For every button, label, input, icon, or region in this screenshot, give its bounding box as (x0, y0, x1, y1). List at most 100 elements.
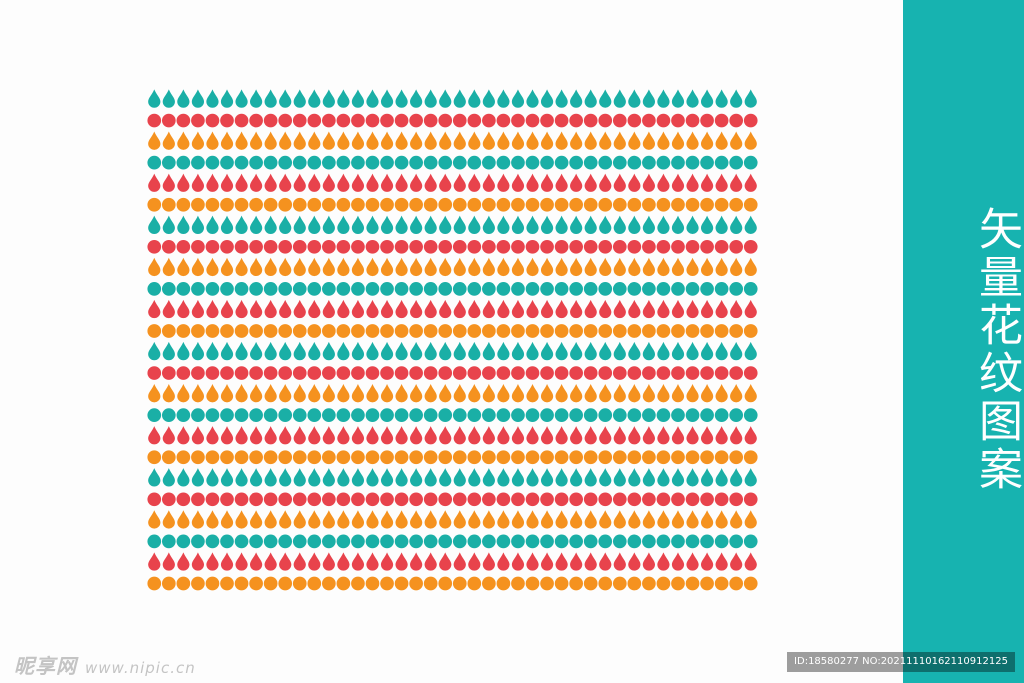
circle-motif (263, 492, 278, 507)
drop-motif (628, 552, 641, 571)
drop-motif (308, 552, 321, 571)
circle-motif (540, 324, 554, 338)
circle-motif (336, 113, 351, 128)
circle-motif (743, 197, 758, 212)
circle-motif (278, 366, 293, 380)
circle-motif (642, 576, 656, 591)
circle-motif (482, 450, 496, 465)
circle-motif (336, 282, 351, 296)
drop-motif (570, 468, 583, 487)
circle-motif (409, 239, 423, 254)
circle-motif (642, 324, 656, 338)
circle-motif (147, 155, 162, 170)
drop-motif (279, 257, 292, 277)
circle-motif (161, 113, 176, 128)
drop-motif (497, 341, 510, 361)
circle-motif (656, 197, 671, 212)
drop-motif (686, 510, 699, 529)
drop-motif (584, 89, 597, 108)
circle-motif (365, 197, 380, 212)
circle-motif (220, 534, 234, 549)
circle-motif (438, 450, 453, 465)
circle-motif (278, 534, 293, 549)
drop-motif (497, 384, 510, 403)
circle-motif (583, 155, 598, 170)
drop-motif (322, 173, 335, 192)
drop-motif (599, 257, 612, 277)
drop-motif (570, 215, 583, 234)
circle-motif (394, 324, 409, 338)
drop-motif (206, 299, 219, 319)
drop-motif (730, 510, 743, 529)
circle-motif (642, 113, 656, 128)
circle-motif (234, 576, 249, 591)
drop-motif (293, 510, 306, 529)
circle-motif (263, 324, 278, 338)
drop-motif (744, 552, 757, 571)
drop-motif (308, 384, 321, 403)
drop-motif (453, 131, 466, 150)
circle-motif (642, 408, 656, 422)
circle-motif (423, 197, 438, 212)
drop-motif (642, 468, 656, 487)
drop-motif (584, 341, 597, 361)
drop-motif (700, 131, 714, 150)
drop-motif (308, 173, 321, 192)
circle-motif (307, 324, 322, 338)
circle-motif (540, 239, 554, 254)
circle-motif (161, 324, 176, 338)
drop-motif (264, 341, 277, 361)
circle-motif (583, 366, 598, 380)
circle-motif (729, 282, 744, 296)
circle-motif (496, 450, 511, 465)
circle-motif (511, 450, 525, 465)
circle-motif (569, 576, 583, 591)
drop-motif (526, 341, 539, 361)
circle-motif (176, 450, 191, 465)
drop-motif (555, 552, 568, 571)
drop-motif (686, 341, 699, 361)
drop-motif (439, 341, 452, 361)
circle-motif (554, 492, 569, 507)
circle-motif (263, 113, 278, 128)
drop-motif (570, 89, 583, 108)
circle-motif (583, 534, 598, 549)
drop-motif (570, 341, 583, 361)
circle-motif (307, 534, 322, 549)
circle-motif (452, 282, 467, 296)
drop-motif (657, 173, 670, 192)
circle-motif (525, 366, 540, 380)
drop-motif (162, 215, 175, 234)
drop-motif (453, 341, 466, 361)
circle-motif (671, 408, 685, 422)
circle-motif (671, 282, 685, 296)
drop-motif (293, 131, 306, 150)
circle-motif (438, 492, 453, 507)
circle-motif (700, 155, 714, 170)
circle-motif (234, 534, 249, 549)
circle-motif (671, 113, 685, 128)
watermark-brand: 昵享网 www.nipic.cn (14, 650, 196, 679)
drop-motif (293, 299, 306, 319)
circle-motif (147, 324, 162, 338)
drop-motif (439, 510, 452, 529)
drop-motif (497, 510, 510, 529)
circle-motif (336, 324, 351, 338)
circle-motif (205, 576, 220, 591)
drop-motif (671, 384, 685, 403)
drop-motif (511, 426, 525, 445)
circle-motif (554, 113, 569, 128)
circle-motif (380, 324, 394, 338)
circle-motif (191, 534, 205, 549)
circle-motif (598, 492, 613, 507)
circle-motif (569, 492, 583, 507)
drop-motif (191, 131, 205, 150)
circle-motif (176, 366, 191, 380)
drop-motif (410, 173, 423, 192)
circle-motif (351, 534, 365, 549)
drop-motif (337, 384, 350, 403)
circle-motif (700, 239, 714, 254)
circle-motif (482, 197, 496, 212)
circle-motif (438, 324, 453, 338)
drop-motif (482, 552, 495, 571)
